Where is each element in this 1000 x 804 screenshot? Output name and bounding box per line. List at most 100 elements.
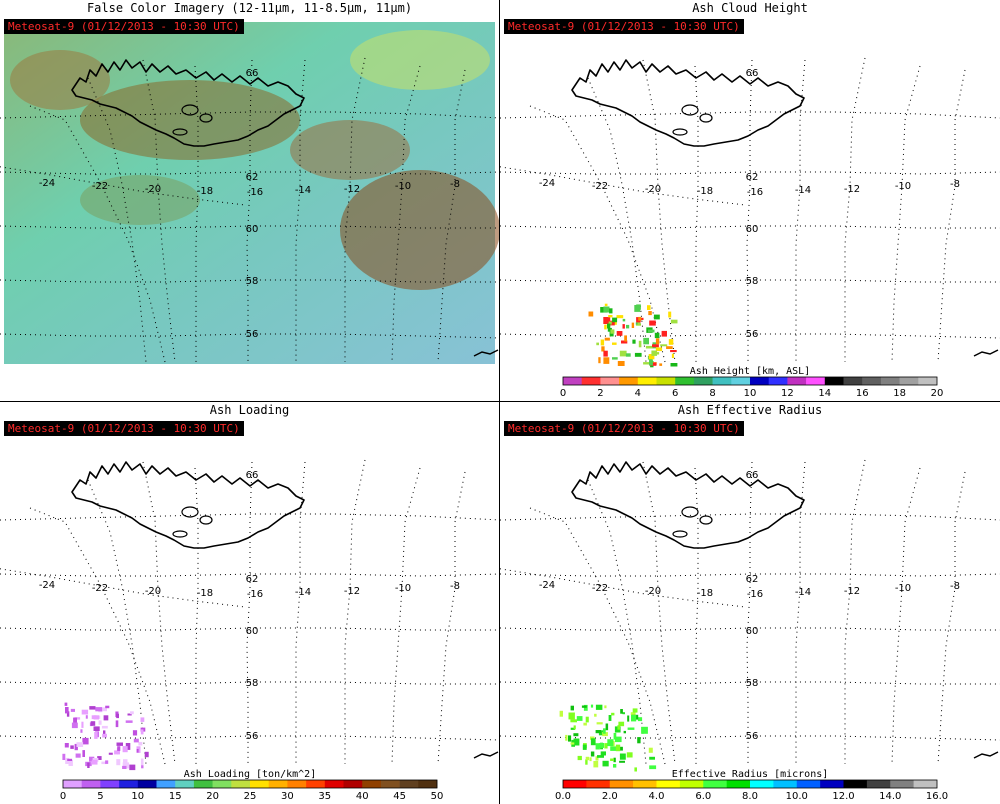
ash-plume-pixel [617,361,625,366]
ash-plume-pixel [132,730,138,736]
ash-plume-pixel [661,330,667,337]
ash-plume-pixel [67,758,73,761]
ash-plume-pixel [64,702,68,706]
ash-plume-pixel [612,357,618,360]
ash-plume-pixel [603,728,606,734]
ash-plume-pixel [654,332,660,339]
colorbar-tick-label: 14.0 [879,791,901,802]
ash-plume-pixel [625,353,631,357]
ash-plume-pixel [637,717,643,722]
ash-plume-pixel [122,765,127,769]
colorbar: 0 5 10 15 20 25 30 35 40 45 50 Ash Loading [ton/km^… [60,769,444,802]
ash-plume-pixel [98,720,102,725]
latitude-label: 62 [246,574,259,585]
longitude-label: -24 [39,178,55,189]
ash-plume-pixel [588,311,594,317]
colorbar-segment [703,780,727,788]
ash-plume-pixel [607,739,614,747]
colorbar-tick-label: 0 [560,388,566,399]
ash-plume-pixel [114,750,119,755]
coastline-fragment [473,349,499,357]
longitude-label: -12 [344,184,360,195]
ash-plume-pixel [122,746,128,753]
colorbar-segment [787,377,807,385]
colorbar-segment [637,377,657,385]
ash-plume-pixel [624,335,627,342]
ash-plume-pixel [62,753,66,760]
iceland-coastline [571,461,805,549]
longitude-label: -16 [247,187,263,198]
ash-plume-pixel [647,305,651,310]
ash-plume-pixel [585,759,588,765]
ash-plume-pixel [622,712,625,715]
ash-plume-pixel [634,305,641,312]
glacier-outline [172,128,188,136]
latitude-label: 56 [246,731,259,742]
panel-ash-loading: Ash Loading -24 -22 -20 -18 -16 -14 -12 -10 -8 62… [0,402,499,804]
parallel-line [0,279,499,283]
colorbar-tick-label: 16 [856,388,869,399]
longitude-label: -24 [539,580,555,591]
ash-plume-pixel [615,744,621,752]
ash-plume-pixel [125,743,131,750]
longitude-label: -14 [295,185,311,196]
iceland-coastline [571,59,805,147]
map-ash-radius: -24 -22 -20 -18 -16 -14 -12 -10 -8 62 60 58 56 66 0.0 2… [500,459,1000,802]
latitude-label: 58 [746,678,759,689]
ash-plume-pixel [133,738,139,743]
parallel-line [500,681,1000,685]
colorbar-segment [250,780,269,788]
latitude-label: 62 [246,172,259,183]
ash-plume-pixel [559,710,563,717]
colorbar-segment [750,377,769,385]
colorbar-segment [100,780,120,788]
longitude-label: -22 [592,181,608,192]
ash-plume-pixel [136,749,139,753]
ash-plume-pixel [573,725,576,730]
colorbar-tick-label: 14 [818,388,831,399]
ash-plume-pixel [599,743,604,748]
panel-title: Ash Effective Radius [677,403,823,417]
colorbar-tick-label: 40 [356,791,369,802]
ash-plume-pixel [565,734,568,741]
colorbar-segment [750,780,774,788]
glacier-outline [181,104,199,116]
colorbar-tick-label: 45 [393,791,406,802]
ash-plume-pixel [621,340,628,344]
colorbar-segment [633,780,657,788]
ash-plume-pixel [105,705,110,709]
meridian-line [246,461,253,764]
meridian-line [529,507,666,765]
colorbar-segment [656,780,681,788]
ash-plume-pixel [604,303,608,307]
latitude-label: 58 [246,276,259,287]
ash-plume-pixel [608,315,613,318]
colorbar-segment [175,780,195,788]
ash-plume-pixel [598,357,601,364]
ash-plume-pixel [593,761,599,768]
colorbar-frame [62,779,438,789]
ash-plume-pixel [666,346,673,349]
ash-plume-pixel [101,725,108,729]
ash-plume-pixel [607,323,611,329]
ash-plume-pixel [117,746,121,751]
colorbar-tick-label: 4 [635,388,641,399]
ash-plume-pixel [603,357,610,364]
longitude-label: -10 [395,181,411,192]
ash-plume-pixel [596,342,599,346]
colorbar-tick-label: 10 [131,791,144,802]
colorbar-tick-label: 20 [931,388,944,399]
ash-plume-pixel [100,707,107,712]
longitude-label: -22 [92,583,108,594]
iceland-coastline [71,59,305,147]
meridian-line [295,59,306,362]
glacier-outline [199,515,213,525]
ash-plume-pixel [74,743,78,751]
colorbar-segment [890,780,914,788]
longitude-label: -12 [844,184,860,195]
ash-plume-pixel [618,721,625,727]
ash-plume-pixel [649,359,653,366]
parallel-line [0,513,499,521]
parallel-line [500,171,1000,175]
parallel-line [500,225,1000,229]
